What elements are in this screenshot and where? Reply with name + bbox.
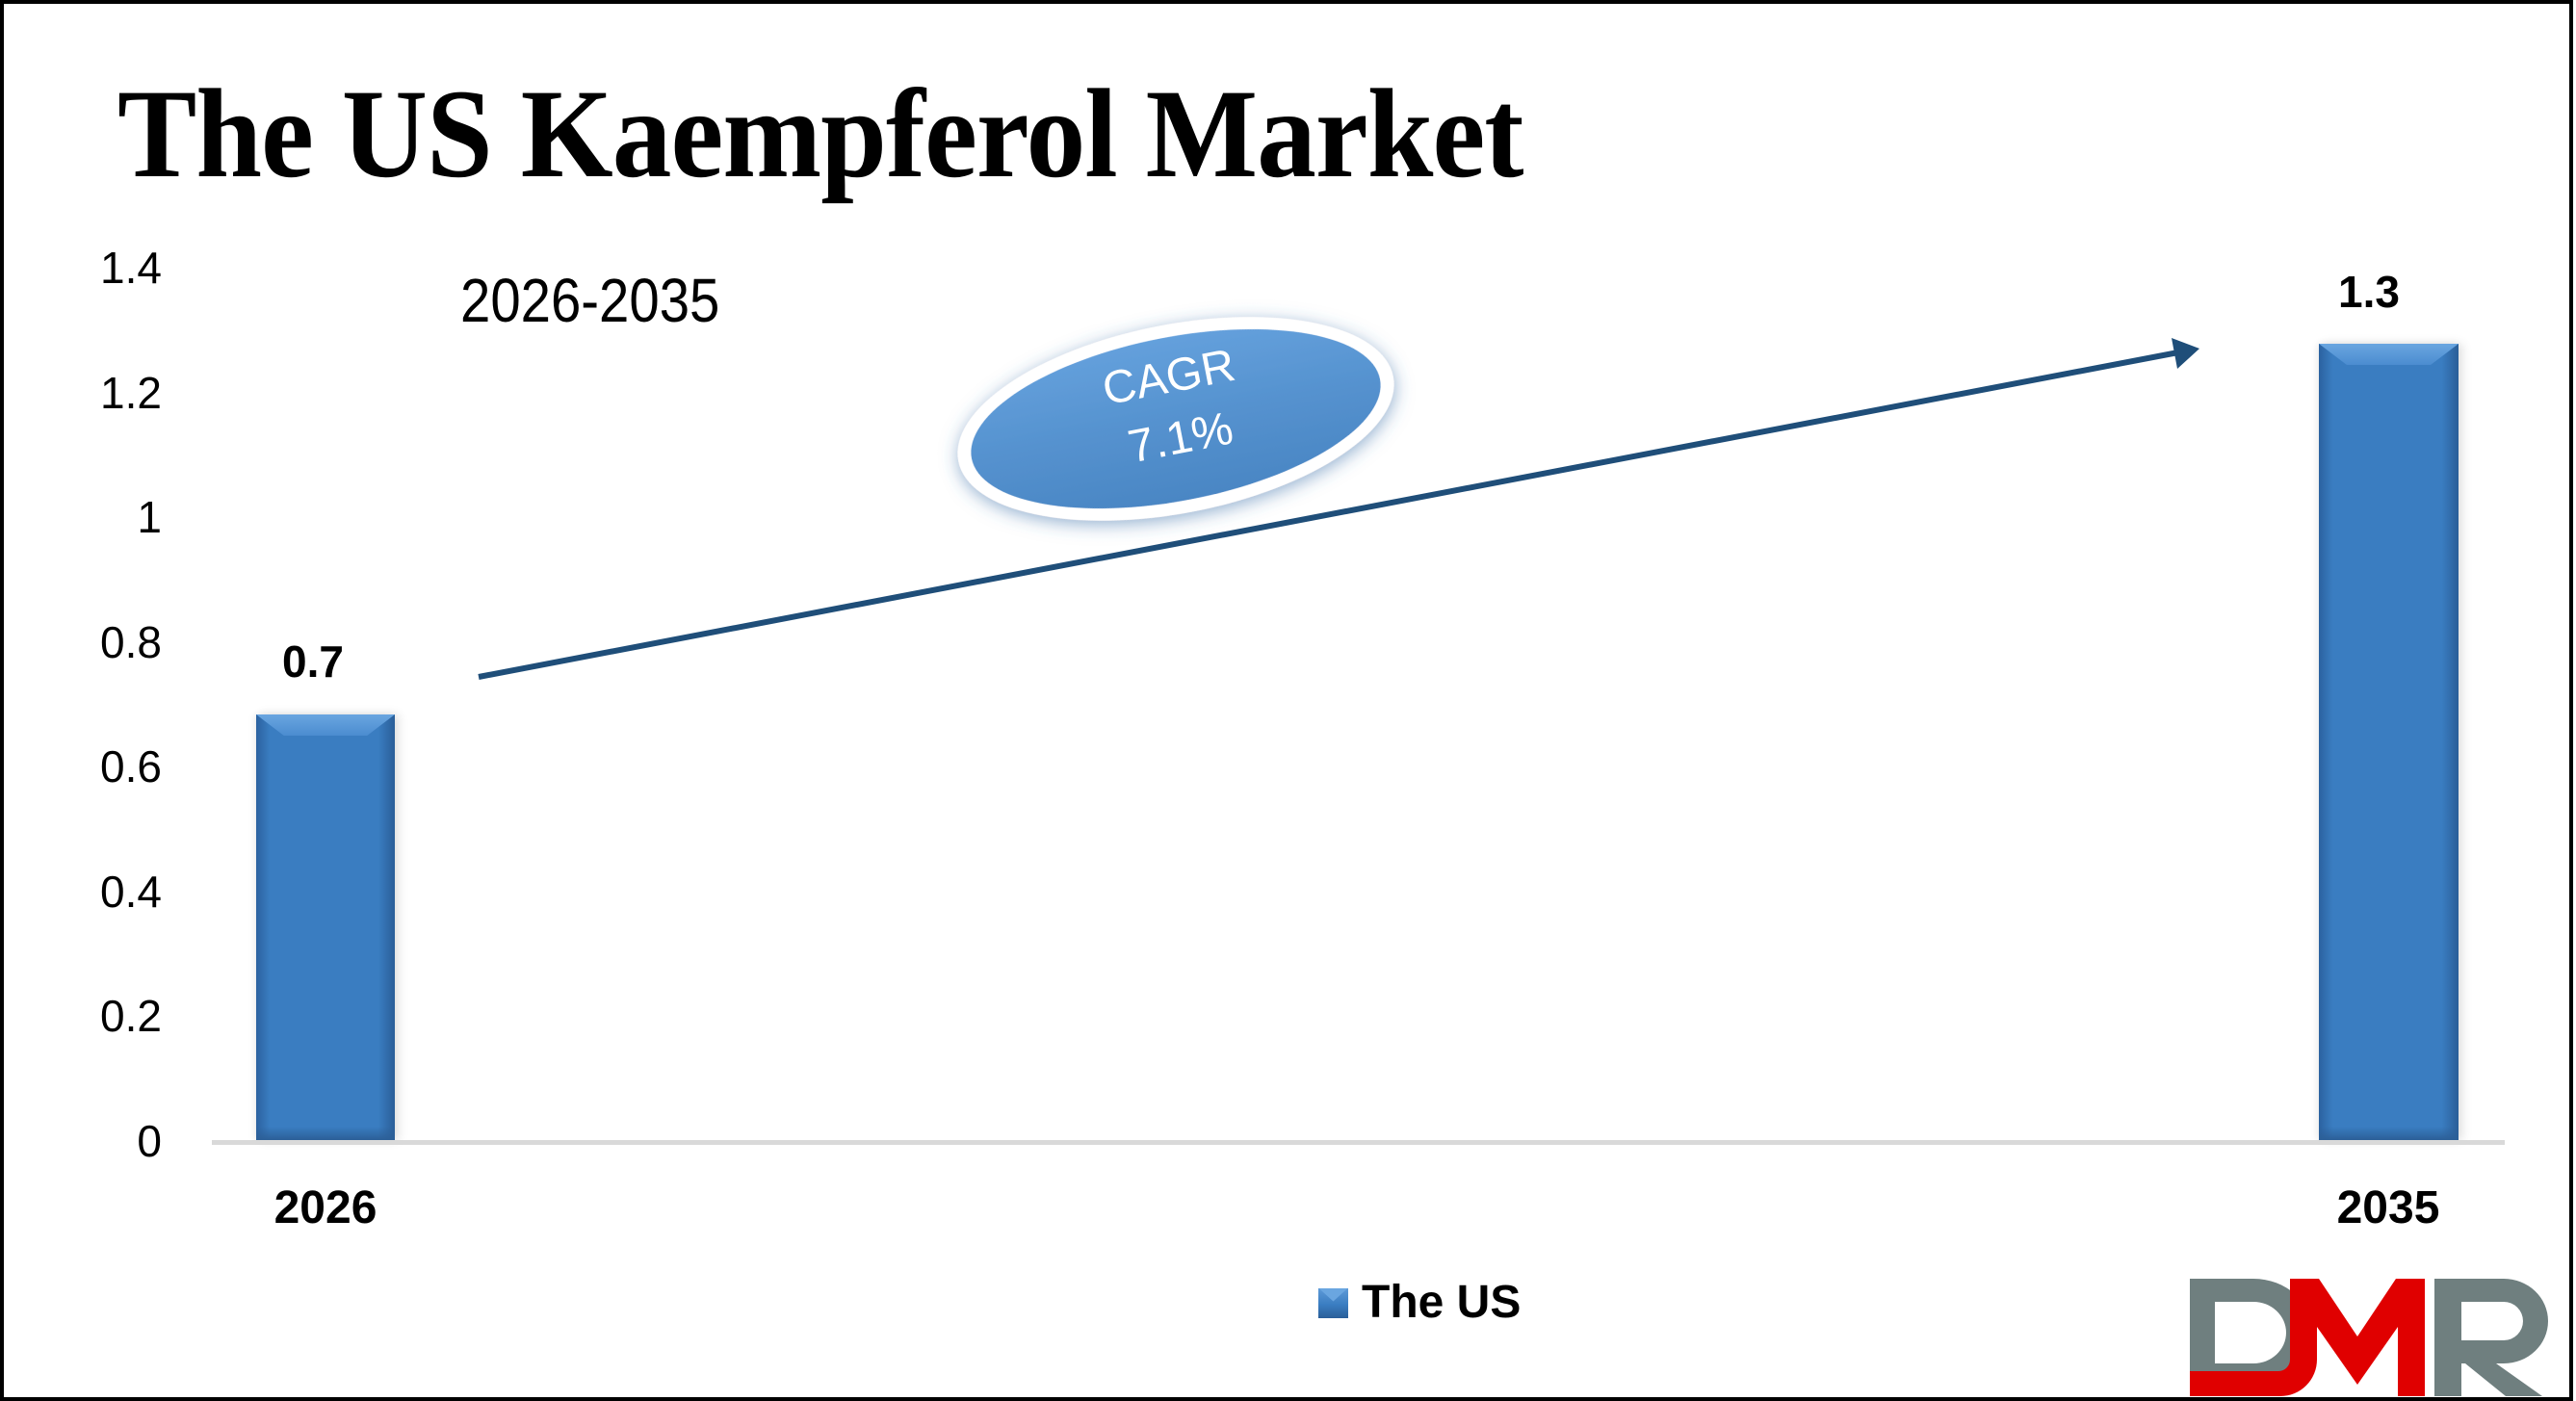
logo-d-icon [2190, 1279, 2313, 1387]
bar-2035 [2319, 344, 2459, 1140]
legend-label: The US [1362, 1277, 1522, 1328]
logo-m-icon [2190, 1279, 2425, 1396]
y-tick-label: 0.8 [100, 617, 162, 667]
x-category-2035: 2035 [2336, 1182, 2440, 1233]
y-tick-label: 1 [137, 492, 162, 542]
y-tick-label: 0.4 [100, 867, 162, 917]
legend: The US [1318, 1277, 1521, 1329]
bar-2026 [256, 714, 395, 1140]
dmr-logo [2190, 1279, 2548, 1396]
y-tick-label: 0 [137, 1116, 162, 1166]
x-axis-line [212, 1140, 2505, 1145]
data-label-2026: 0.7 [282, 636, 344, 687]
x-category-2026: 2026 [273, 1182, 377, 1233]
y-tick-label: 0.2 [100, 991, 162, 1041]
data-label-2035: 1.3 [2338, 267, 2400, 317]
y-tick-label: 1.4 [100, 243, 162, 293]
legend-swatch-icon [1318, 1287, 1348, 1318]
logo-r-icon [2434, 1279, 2548, 1396]
chart-title: The US Kaempferol Market [117, 63, 1523, 204]
y-tick-label: 1.2 [100, 368, 162, 418]
chart-subtitle: 2026-2035 [460, 266, 720, 335]
y-tick-label: 0.6 [100, 741, 162, 791]
